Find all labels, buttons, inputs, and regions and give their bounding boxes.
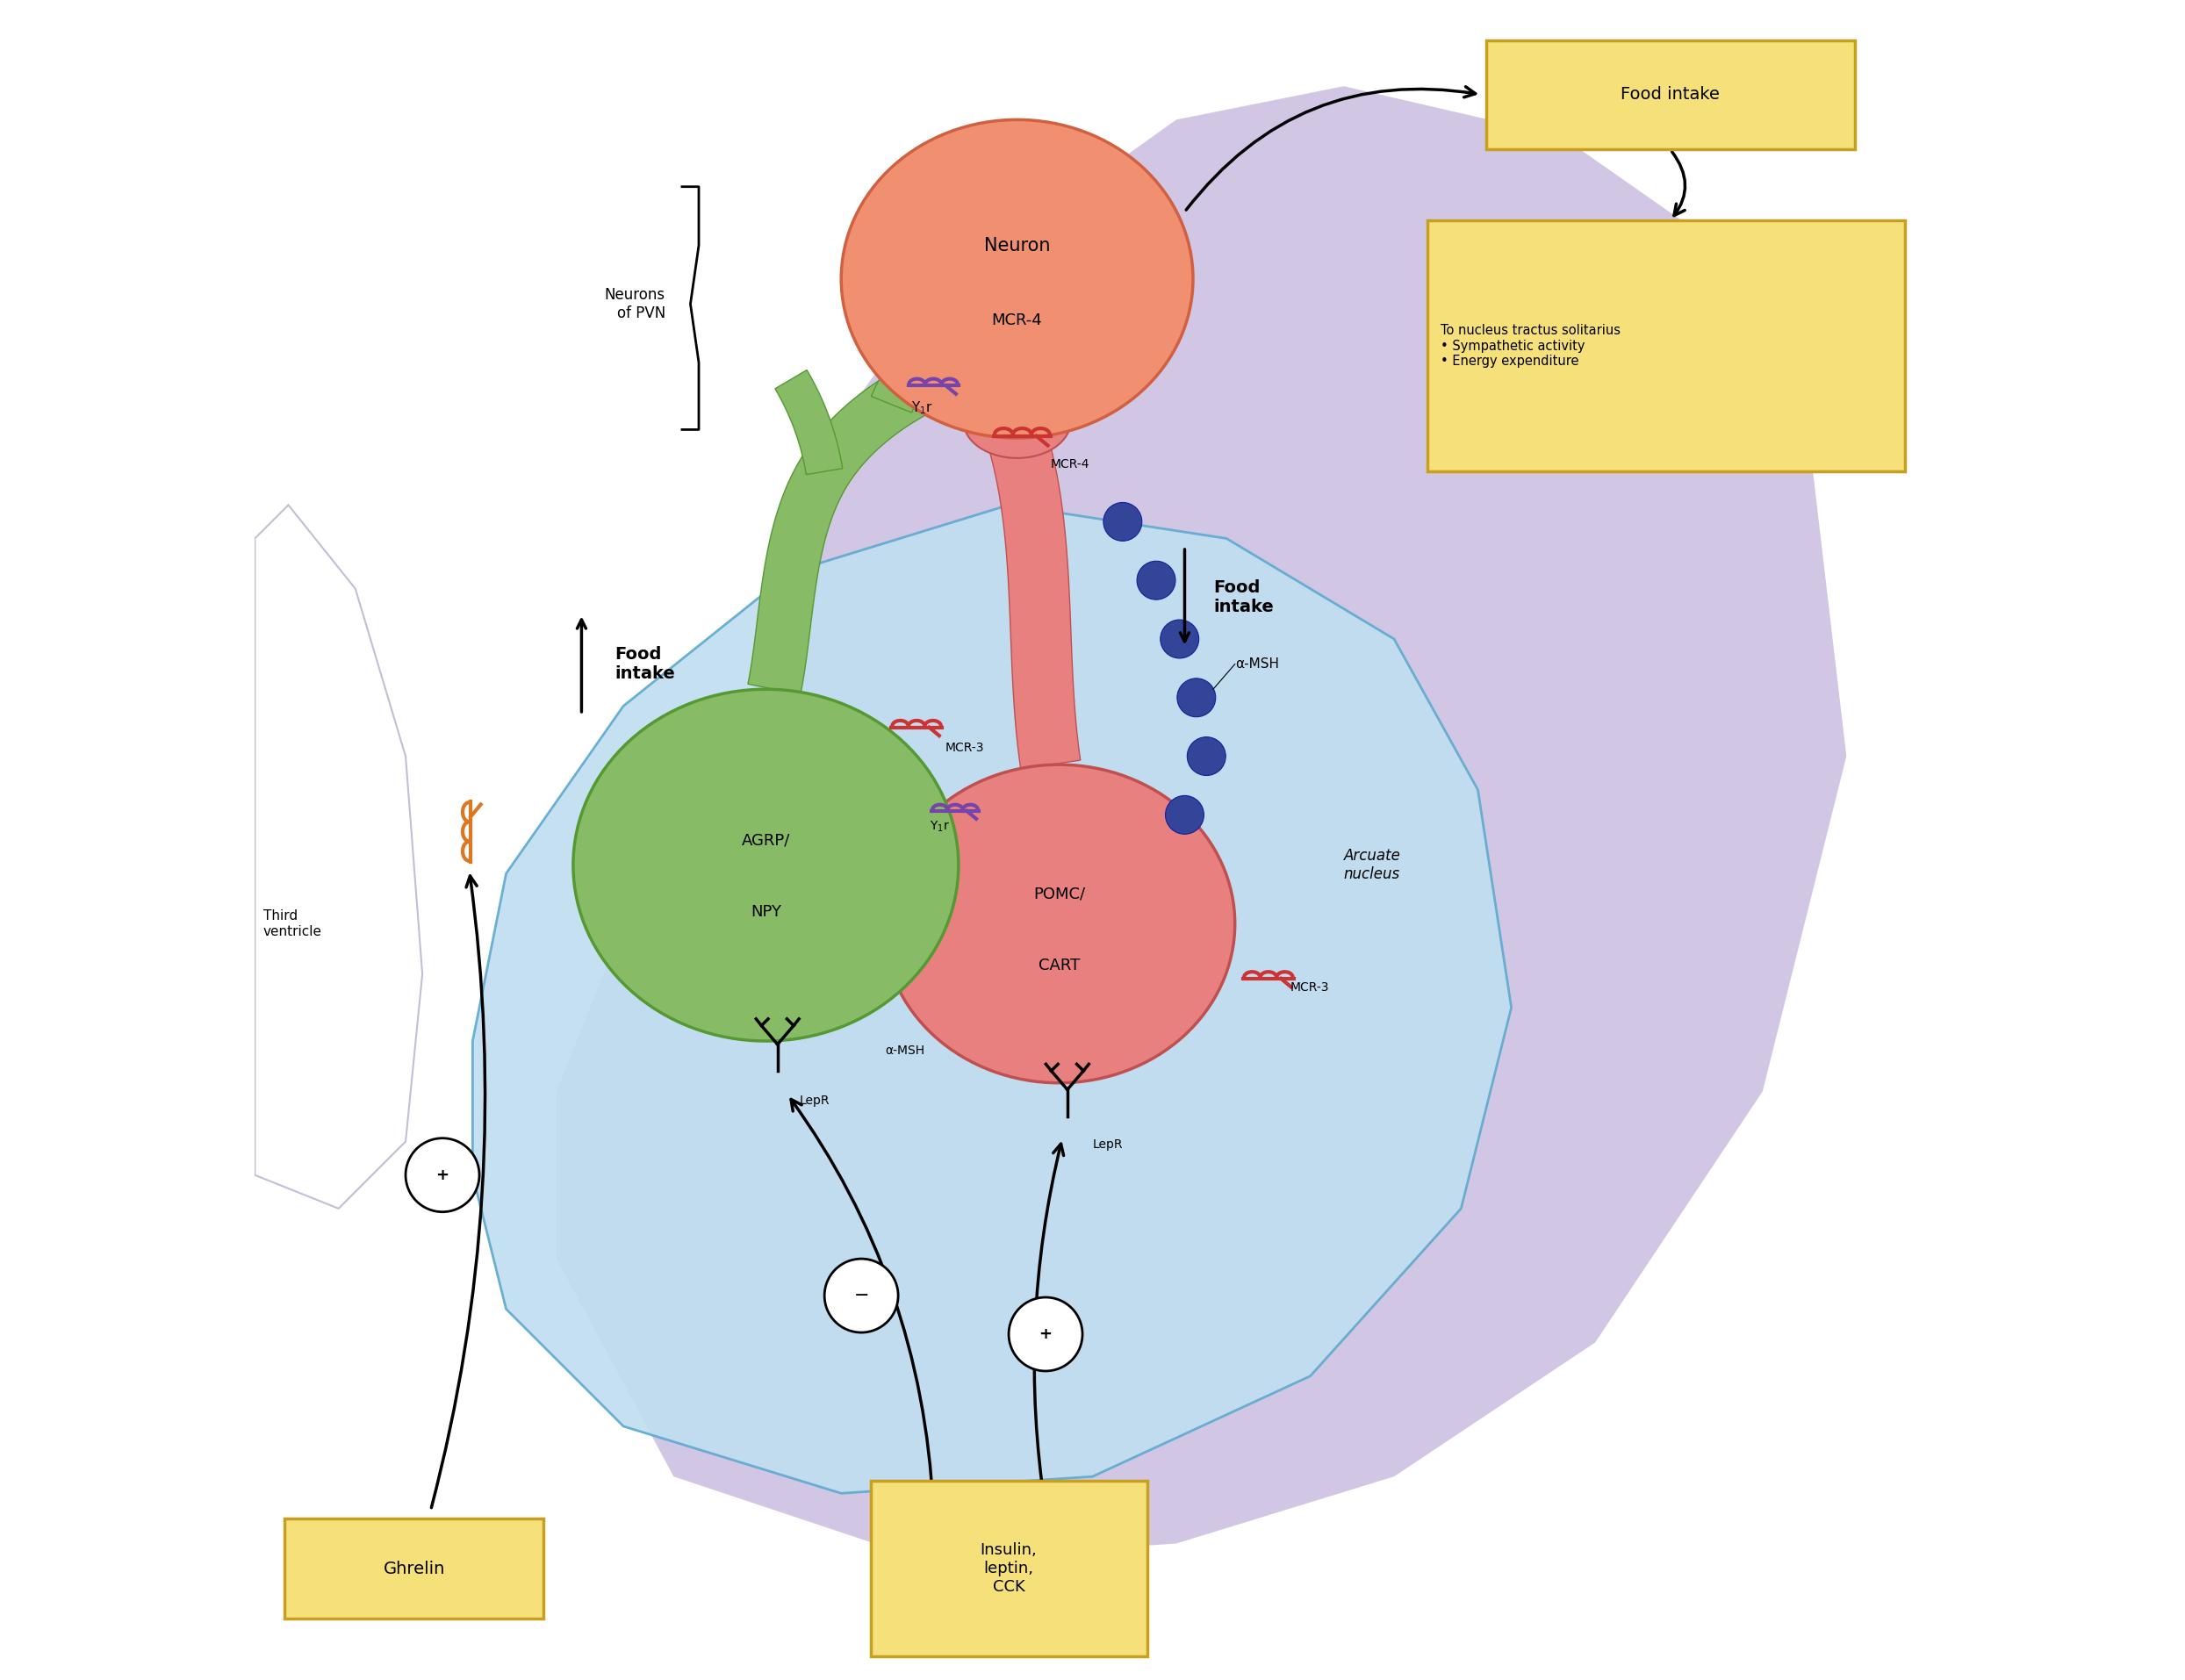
Text: MCR-3: MCR-3 <box>946 743 983 754</box>
Ellipse shape <box>883 764 1235 1084</box>
FancyBboxPatch shape <box>284 1519 544 1620</box>
Text: α-MSH: α-MSH <box>1235 657 1278 670</box>
Polygon shape <box>747 346 968 694</box>
Text: Third
ventricle: Third ventricle <box>262 909 321 937</box>
Circle shape <box>824 1258 898 1332</box>
Text: Food
intake: Food intake <box>1213 580 1274 615</box>
FancyBboxPatch shape <box>870 1480 1147 1656</box>
Polygon shape <box>872 331 977 413</box>
Text: Insulin,
leptin,
CCK: Insulin, leptin, CCK <box>981 1542 1038 1594</box>
Text: Ghrelin: Ghrelin <box>382 1561 446 1578</box>
FancyBboxPatch shape <box>1486 40 1855 150</box>
Text: Food
intake: Food intake <box>614 647 675 682</box>
Circle shape <box>1136 561 1176 600</box>
Ellipse shape <box>841 119 1193 438</box>
Circle shape <box>1160 620 1200 659</box>
Text: LepR: LepR <box>800 1095 830 1107</box>
Polygon shape <box>776 370 843 474</box>
Text: α-MSH: α-MSH <box>885 1045 924 1057</box>
Text: AGRP/: AGRP/ <box>741 832 791 848</box>
Text: +: + <box>435 1168 450 1183</box>
Polygon shape <box>256 506 422 1208</box>
Circle shape <box>1165 796 1204 835</box>
Text: To nucleus tractus solitarius
• Sympathetic activity
• Energy expenditure: To nucleus tractus solitarius • Sympathe… <box>1440 324 1621 368</box>
Text: Arcuate
nucleus: Arcuate nucleus <box>1344 848 1401 882</box>
Polygon shape <box>472 506 1512 1494</box>
Circle shape <box>1103 502 1143 541</box>
Ellipse shape <box>964 385 1071 459</box>
Text: Food intake: Food intake <box>1621 86 1720 102</box>
Text: MCR-3: MCR-3 <box>1289 981 1328 993</box>
Text: Neurons
of PVN: Neurons of PVN <box>605 287 664 321</box>
Text: +: + <box>1040 1326 1053 1342</box>
Text: Neuron: Neuron <box>983 237 1051 254</box>
Text: POMC/: POMC/ <box>1034 885 1086 902</box>
Circle shape <box>1178 679 1215 717</box>
Polygon shape <box>557 86 1846 1561</box>
Text: Y$_1$r: Y$_1$r <box>931 820 950 833</box>
Text: −: − <box>854 1287 870 1304</box>
Text: MCR-4: MCR-4 <box>992 312 1042 329</box>
Circle shape <box>1009 1297 1082 1371</box>
Text: LepR: LepR <box>1092 1137 1123 1151</box>
Circle shape <box>406 1137 479 1211</box>
Polygon shape <box>988 430 1079 769</box>
Text: CART: CART <box>1038 958 1079 973</box>
FancyBboxPatch shape <box>1427 220 1905 472</box>
Text: Y$_1$r: Y$_1$r <box>911 400 933 417</box>
Text: MCR-4: MCR-4 <box>1051 459 1090 470</box>
Ellipse shape <box>572 689 959 1042</box>
Circle shape <box>1186 738 1226 776</box>
Text: NPY: NPY <box>749 904 782 921</box>
